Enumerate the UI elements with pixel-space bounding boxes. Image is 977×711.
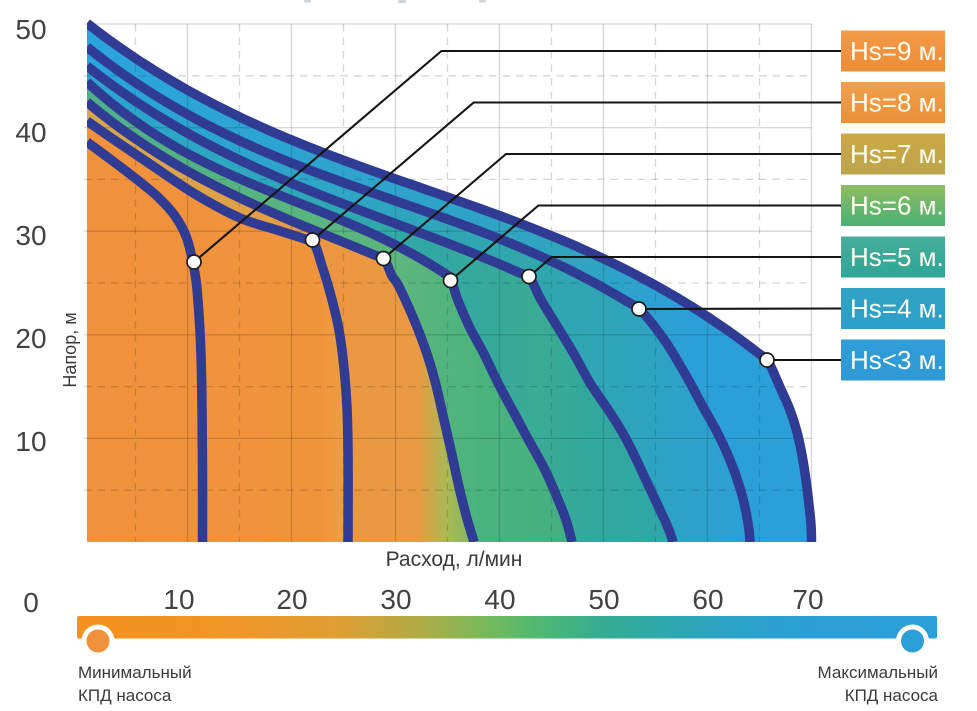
svg-text:Минимальный: Минимальный bbox=[78, 663, 192, 682]
svg-text:50: 50 bbox=[588, 584, 619, 615]
svg-text:Hs=6 м.: Hs=6 м. bbox=[850, 191, 944, 221]
svg-text:20: 20 bbox=[15, 323, 46, 354]
svg-text:Hs=5 м.: Hs=5 м. bbox=[850, 242, 944, 272]
svg-text:30: 30 bbox=[380, 584, 411, 615]
svg-text:10: 10 bbox=[163, 584, 194, 615]
svg-text:Максимальный: Максимальный bbox=[818, 663, 938, 682]
svg-text:40: 40 bbox=[484, 584, 515, 615]
svg-text:0: 0 bbox=[23, 587, 39, 618]
svg-text:40: 40 bbox=[15, 117, 46, 148]
svg-text:30: 30 bbox=[15, 220, 46, 251]
svg-text:КПД насоса: КПД насоса bbox=[78, 686, 172, 705]
svg-text:20: 20 bbox=[276, 584, 307, 615]
svg-text:50: 50 bbox=[15, 14, 46, 45]
svg-text:Hs=4 м.: Hs=4 м. bbox=[850, 294, 944, 324]
svg-text:Расход, л/мин: Расход, л/мин bbox=[386, 548, 523, 571]
svg-text:Hs=9 м.: Hs=9 м. bbox=[850, 36, 944, 66]
svg-text:Hs=7 м.: Hs=7 м. bbox=[850, 139, 944, 169]
svg-text:70: 70 bbox=[792, 584, 823, 615]
svg-text:60: 60 bbox=[692, 584, 723, 615]
svg-text:10: 10 bbox=[15, 426, 46, 457]
svg-text:Напор, м: Напор, м bbox=[60, 312, 80, 387]
svg-text:КПД насоса: КПД насоса bbox=[845, 686, 939, 705]
svg-text:Hs=8 м.: Hs=8 м. bbox=[850, 88, 944, 118]
svg-text:Hs<3 м.: Hs<3 м. bbox=[850, 345, 944, 375]
